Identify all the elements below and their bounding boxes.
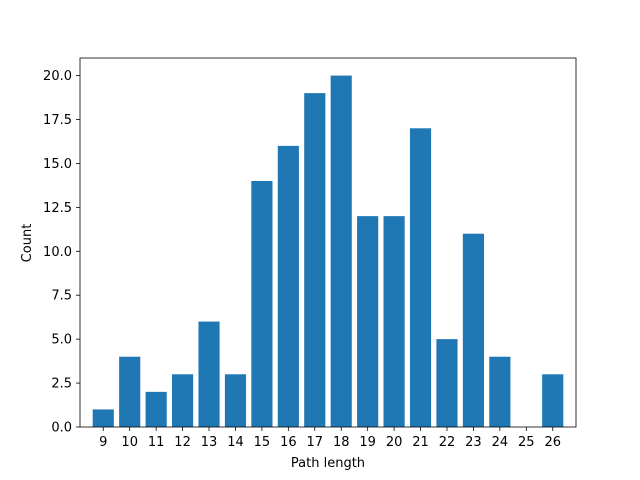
bar-24 [489,356,511,427]
y-tick-label-5.0: 5.0 [51,333,72,348]
x-tick-label-23: 23 [465,435,482,450]
x-tick-label-18: 18 [333,435,350,450]
bar-23 [462,233,484,427]
y-tick-label-0.0: 0.0 [51,421,72,436]
bar-22 [436,339,458,427]
x-tick-label-26: 26 [544,435,561,450]
x-tick-label-10: 10 [121,435,138,450]
x-tick-label-11: 11 [148,435,165,450]
bar-10 [119,356,141,427]
y-tick-label-7.5: 7.5 [51,289,72,304]
plot-frame [79,57,577,428]
y-tick-label-15.0: 15.0 [43,157,72,172]
y-axis-title: Count [20,224,35,263]
bar-16 [277,145,299,428]
x-tick-label-17: 17 [307,435,324,450]
bar-13 [198,321,220,427]
y-tick-label-2.5: 2.5 [51,377,72,392]
bar-17 [304,93,326,427]
bar-26 [542,374,564,427]
x-tick-label-24: 24 [492,435,509,450]
bar-20 [383,216,405,427]
y-tick-label-10.0: 10.0 [43,245,72,260]
bar-11 [145,391,167,427]
bar-18 [330,75,352,427]
bar-9 [92,409,114,427]
bar-14 [224,374,247,427]
x-tick-label-15: 15 [254,435,271,450]
bar-15 [251,181,273,427]
bar-21 [409,128,432,428]
x-tick-label-14: 14 [227,435,244,450]
bars-layer [92,75,564,428]
x-tick-label-9: 9 [99,435,107,450]
axes-layer: 9 10 11 12 13 14 15 16 17 18 19 20 21 22 23 24 25 26 0.0 2.… [43,57,577,450]
x-tick-label-22: 22 [439,435,456,450]
x-tick-label-20: 20 [386,435,403,450]
x-tick-label-25: 25 [518,435,535,450]
y-tick-label-20.0: 20.0 [43,69,72,84]
bar-12 [172,374,194,427]
x-tick-label-21: 21 [412,435,429,450]
y-tick-label-17.5: 17.5 [43,113,72,128]
x-tick-label-12: 12 [174,435,191,450]
y-tick-label-12.5: 12.5 [43,201,72,216]
x-tick-label-19: 19 [359,435,376,450]
x-axis-title: Path length [291,456,365,471]
x-tick-label-13: 13 [201,435,218,450]
bar-19 [357,216,379,427]
x-tick-label-16: 16 [280,435,297,450]
